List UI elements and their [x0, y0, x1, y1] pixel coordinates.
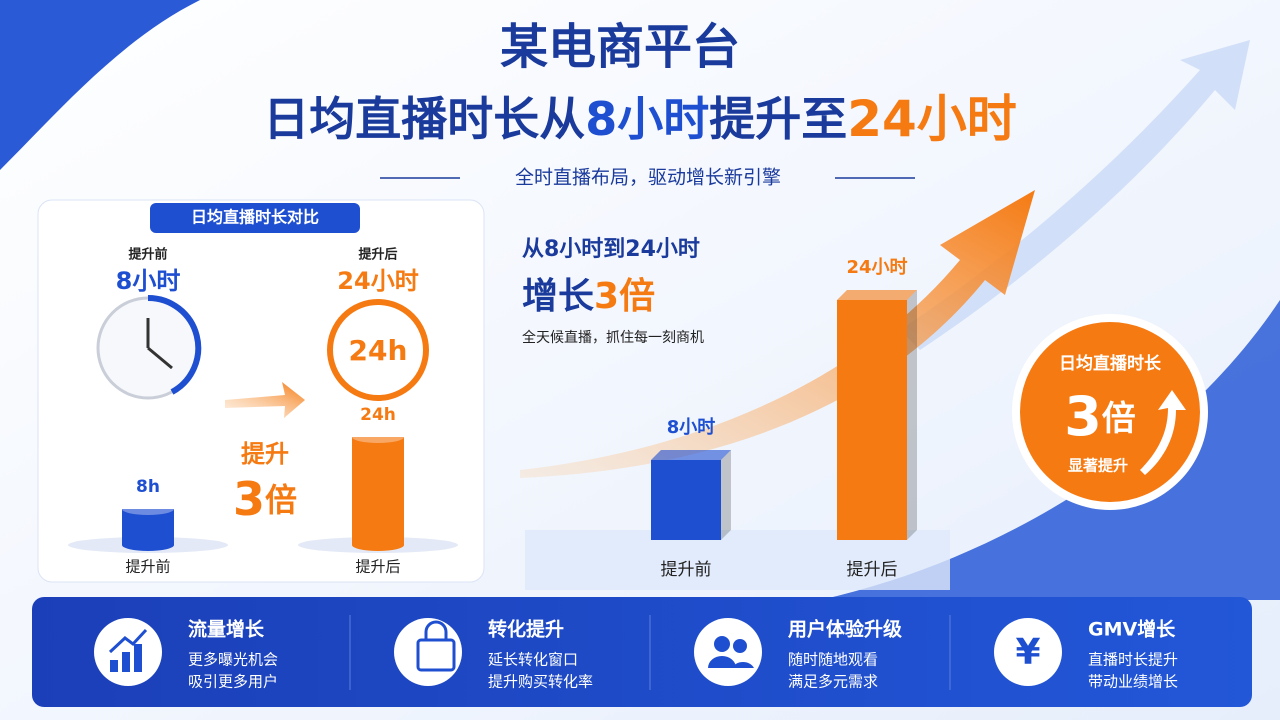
- bar-side: [721, 450, 731, 540]
- corner-swoosh: [0, 0, 200, 170]
- growth-word: 增长: [522, 276, 594, 317]
- subtitle: 全时直播布局，驱动增长新引擎: [515, 167, 781, 189]
- value-label: 8小时: [667, 417, 716, 438]
- badge-number: 3: [1064, 385, 1102, 448]
- badge-unit: 倍: [1102, 399, 1136, 439]
- icon-users: [708, 636, 754, 668]
- feature-icon-bg: [694, 618, 762, 686]
- before-time: 8小时: [116, 267, 181, 295]
- panel-tab: [150, 203, 360, 233]
- cylinder: [352, 437, 404, 545]
- feature-line: 直播时长提升: [1088, 651, 1178, 669]
- headline-part: 8小时: [585, 92, 709, 146]
- feature-line: 吸引更多用户: [188, 673, 278, 691]
- caption: 全天候直播，抓住每一刻商机: [522, 329, 704, 346]
- lift-word: 提升: [241, 440, 289, 468]
- growth-arrow: [520, 190, 1035, 478]
- after-time: 24小时: [337, 267, 418, 295]
- lift-number: 3: [233, 472, 265, 526]
- feature-title: GMV增长: [1088, 618, 1176, 641]
- category-label: 提升前: [125, 558, 170, 576]
- feature-icon-bg: [994, 618, 1062, 686]
- clock-hand: [147, 346, 173, 370]
- clock: [327, 299, 429, 401]
- clock-arc: [147, 294, 202, 395]
- arrow: [225, 382, 305, 418]
- category-label: 提升后: [355, 558, 400, 576]
- headline-part: 提升至: [709, 92, 847, 146]
- category-label: 提升后: [847, 560, 898, 580]
- bar: [837, 300, 907, 540]
- feature-title: 用户体验升级: [788, 618, 902, 641]
- badge-title: 日均直播时长: [1059, 353, 1162, 374]
- feature-line: 满足多元需求: [788, 673, 878, 691]
- after-label: 提升后: [358, 247, 397, 263]
- icon-chart: [108, 628, 148, 672]
- badge-caption: 显著提升: [1068, 457, 1128, 475]
- cylinder-top: [352, 431, 404, 443]
- feature-line: 更多曝光机会: [188, 651, 278, 669]
- category-label: 提升前: [661, 560, 712, 580]
- cylinder-base: [352, 539, 404, 551]
- feature-title: 流量增长: [188, 618, 265, 641]
- feature-title: 转化提升: [488, 618, 564, 641]
- feature-line: 随时随地观看: [788, 651, 878, 669]
- panel-title: 日均直播时长对比: [191, 208, 319, 227]
- swoosh: [820, 300, 1280, 600]
- cylinder-base: [122, 539, 174, 551]
- value-label: 8h: [136, 477, 160, 497]
- feature-band: [32, 597, 1252, 707]
- lift-value: 3倍: [233, 472, 297, 526]
- feature-line: 提升购买转化率: [488, 673, 593, 691]
- clock-text: 24h: [349, 334, 408, 367]
- before-label: 提升前: [128, 247, 167, 263]
- bar-side: [907, 290, 917, 540]
- growth-value: 3倍: [594, 276, 655, 317]
- icon-yen: ¥: [1015, 632, 1040, 673]
- value-label: 24小时: [846, 257, 907, 278]
- headline-part: 24小时: [847, 90, 1017, 148]
- headline: 日均直播时长从8小时提升至24小时: [263, 90, 1017, 148]
- value-label: 24h: [360, 405, 396, 425]
- feature-line: 带动业绩增长: [1088, 673, 1178, 691]
- title: 某电商平台: [500, 19, 740, 75]
- bar-top: [837, 290, 917, 300]
- bar-top: [651, 450, 731, 460]
- icon-bag: [416, 620, 456, 672]
- headline-part: 日均直播时长从: [263, 92, 585, 146]
- cylinder-top: [122, 503, 174, 515]
- badge-arrow: [1140, 390, 1186, 475]
- bar: [651, 460, 721, 540]
- growth: 增长3倍: [522, 276, 655, 317]
- heading: 从8小时到24小时: [522, 237, 700, 262]
- lift-unit: 倍: [265, 481, 297, 519]
- feature-line: 延长转化窗口: [488, 651, 578, 669]
- badge-value: 3倍: [1064, 385, 1136, 448]
